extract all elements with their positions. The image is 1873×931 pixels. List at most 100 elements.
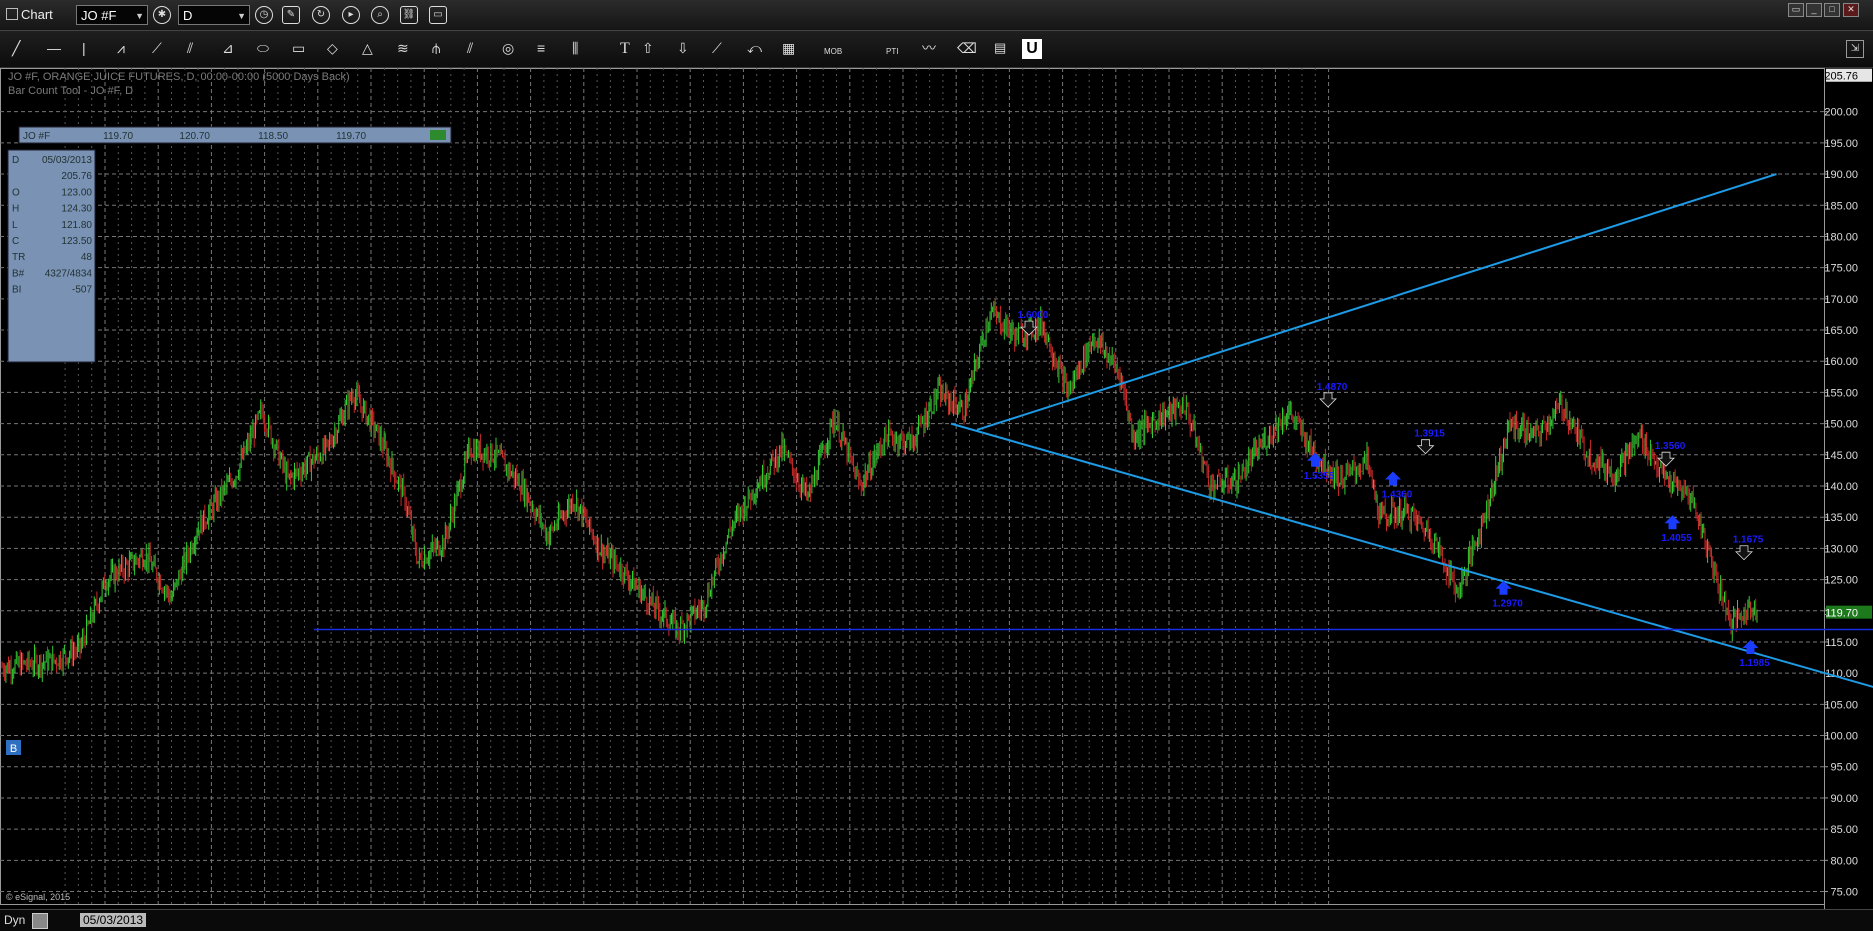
annotation-label: 1.1985 [1739,658,1770,669]
dyn-label[interactable]: Dyn [4,913,26,927]
upper-trendline[interactable] [976,173,1777,431]
y-tick-label: 80.00 [1830,855,1858,867]
horizontal-lines-tool-icon[interactable]: ≡ [537,40,546,56]
settings-gear-icon[interactable]: ✱ [153,6,171,24]
maximize-icon[interactable]: □ [1824,3,1840,17]
rectangle-tool-icon[interactable]: ▭ [292,40,306,56]
down-arrow-icon [1020,320,1038,336]
data-window-value: 05/03/2013 [42,155,92,166]
y-tick-label: 105.00 [1824,699,1858,711]
vertical-lines-tool-icon[interactable]: ⫼ [572,40,579,56]
b-badge[interactable] [6,740,21,755]
down-arrow-tool-icon[interactable]: ⇩ [677,40,689,56]
chevron-down-icon: ▼ [135,11,144,21]
line-tool-icon[interactable]: ╱ [12,40,21,56]
chevron-down-icon: ▼ [237,11,246,21]
y-tick-label: 95.00 [1830,762,1858,774]
panel-toggle-icon[interactable]: ⇲ [1846,40,1864,58]
chat-icon[interactable]: ▤ [994,40,1007,55]
pti-tool[interactable]: PTI [886,47,899,56]
chart-header-line2: Bar Count Tool - JO #F, D [8,85,133,97]
diamond-tool-icon[interactable]: ◇ [327,40,338,56]
data-window-value: 123.00 [61,187,92,198]
elliott-tool-icon[interactable]: 〰 [922,40,936,56]
annotation-down-arrow[interactable]: 1.6000 [1018,310,1049,336]
data-window-key: H [12,204,19,215]
y-tick-label: 115.00 [1825,637,1858,649]
play-icon[interactable]: ▸ [342,6,360,24]
symbol-select[interactable]: JO #F ▼ [76,5,148,25]
channel-tool-icon[interactable]: ≋ [397,40,409,56]
horizontal-line-tool-icon[interactable]: — [47,40,61,56]
y-tick-label: 185.00 [1824,200,1858,212]
speed-lines-tool-icon[interactable]: ⟋ [712,40,722,56]
data-window-value: 123.50 [61,236,92,247]
refresh-icon[interactable]: ↻ [312,6,330,24]
annotation-up-arrow[interactable]: 1.1985 [1739,639,1770,669]
text-tool[interactable]: T [620,40,630,57]
y-tick-label: 90.00 [1830,793,1858,805]
annotation-label: 1.3560 [1655,441,1686,452]
data-window-value: 124.30 [61,204,92,215]
dyn-toggle-icon[interactable] [32,913,48,929]
minimize-icon[interactable]: _ [1806,3,1822,17]
y-tick-label: 160.00 [1824,356,1858,368]
chart-header-line1: JO #F, ORANGE JUICE FUTURES, D, 00:00-00… [8,71,350,83]
grid-tool-icon[interactable]: ▦ [782,40,796,56]
interval-select[interactable]: D ▼ [178,5,250,25]
annotation-down-arrow[interactable]: 1.1675 [1733,535,1764,561]
vertical-line-tool-icon[interactable]: | [82,40,86,56]
annotation-up-arrow[interactable]: 1.2970 [1492,580,1523,610]
lower-trendline[interactable] [950,422,1873,717]
pencil-icon[interactable]: ✎ [282,6,300,24]
gann-fan-tool-icon[interactable]: ⊿ [222,40,234,56]
cursor-date-label: 05/03/2013 [80,913,147,927]
quote-value: 119.70 [336,131,366,142]
down-arrow-icon [1735,545,1753,561]
drawing-toolbar: ╱ — | ⩘ ⟋ ⫽ ⊿ ⬭ ▭ ◇ △ ≋ ⫛ ⫽ ◎ ≡ ⫼ ⇧ ⇩ ⟋ ⤺ ▦ 〰 ⌫ T MOB PTI U ▤ ⇲ [0,31,1873,68]
annotation-down-arrow[interactable]: 1.3560 [1655,441,1686,467]
y-tick-label: 150.00 [1824,419,1858,431]
annotation-down-arrow[interactable]: 1.4870 [1317,382,1348,408]
circle-tool-icon[interactable]: ◎ [502,40,515,56]
annotation-up-arrow[interactable]: 1.4360 [1382,471,1413,501]
candles [1,298,1758,685]
b-badge-label: B [10,743,17,755]
triangle-tool-icon[interactable]: △ [362,40,373,56]
ellipse-tool-icon[interactable]: ⬭ [257,40,269,56]
parallel-lines-tool-icon[interactable]: ⫽ [467,40,474,56]
chart-background [0,68,1873,909]
restore-icon[interactable]: ▭ [1788,3,1804,17]
y-tick-label: 100.00 [1824,731,1858,743]
annotation-down-arrow[interactable]: 1.3915 [1414,429,1445,455]
data-window-value: 121.80 [61,220,92,231]
up-arrow-icon [1495,580,1512,595]
quote-status-icon [430,130,446,140]
y-tick-label: 135.00 [1824,512,1858,524]
zigzag-tool-icon[interactable]: ⩘ [117,40,125,56]
fib-tool-icon[interactable]: ⫽ [187,40,194,56]
trend-tool-icon[interactable]: ⟋ [152,40,162,56]
y-tick-label: 75.00 [1830,887,1858,899]
search-icon[interactable]: ⌕ [371,6,389,24]
mob-tool[interactable]: MOB [824,47,843,56]
annotation-up-arrow[interactable]: 1.5355 [1304,452,1335,482]
up-arrow-tool-icon[interactable]: ⇧ [642,40,654,56]
pitchfork-tool-icon[interactable]: ⫛ [432,40,441,56]
close-icon[interactable]: ✕ [1843,3,1859,17]
annotation-up-arrow[interactable]: 1.4055 [1661,515,1692,544]
clock-icon[interactable]: ◷ [255,6,273,24]
arc-tool-icon[interactable]: ⤺ [747,40,762,56]
up-arrow-icon [1664,515,1681,530]
link-icon[interactable]: ⛓ [400,6,418,24]
price-chart[interactable]: 75.00 80.00 85.00 90.00 95.00 100.00 105.00 110… [0,68,1873,909]
title-bar: Chart JO #F ▼ ✱ D ▼ ◷ ✎ ↻ ▸ ⌕ ⛓ ▭ ▭ _ □ ✕ [0,0,1873,31]
comment-icon[interactable]: ▭ [429,6,447,24]
last-price-label: 119.70 [1825,608,1858,620]
eraser-tool-icon[interactable]: ⌫ [957,40,977,56]
up-arrow-icon [1307,452,1323,467]
data-window-value: 205.76 [61,171,92,182]
quote-value: 119.70 [103,131,133,142]
magnet-icon[interactable]: U [1022,39,1042,59]
quote-value: 118.50 [258,131,288,142]
